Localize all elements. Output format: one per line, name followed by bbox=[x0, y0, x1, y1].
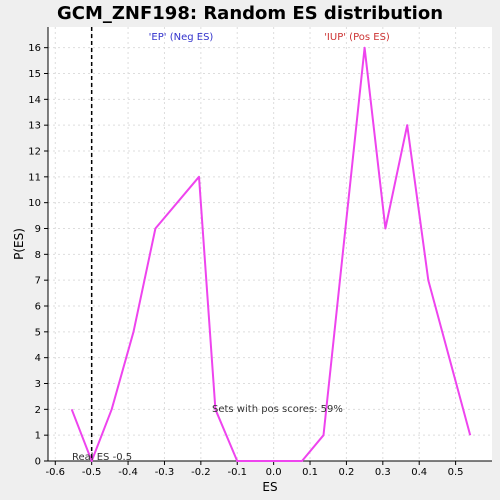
x-tick-label: 0.5 bbox=[448, 467, 464, 478]
x-tick-label: -0.5 bbox=[82, 467, 102, 478]
y-tick-label: 7 bbox=[35, 276, 41, 287]
y-tick-label: 11 bbox=[28, 172, 41, 183]
y-tick-label: 14 bbox=[28, 95, 41, 106]
series-line bbox=[70, 46, 472, 462]
y-tick-label: 12 bbox=[28, 147, 41, 158]
y-tick-label: 0 bbox=[35, 457, 41, 468]
real-es-label: Real ES -0.5 bbox=[72, 452, 132, 463]
neg-es-label: 'EP' (Neg ES) bbox=[149, 32, 214, 43]
y-tick-label: 8 bbox=[35, 250, 41, 261]
x-tick-label: 0.1 bbox=[302, 467, 318, 478]
y-tick-label: 3 bbox=[35, 379, 41, 390]
y-tick-label: 13 bbox=[28, 121, 41, 132]
y-tick-label: 5 bbox=[35, 327, 41, 338]
y-tick-label: 4 bbox=[35, 353, 41, 364]
y-tick-label: 1 bbox=[35, 431, 41, 442]
y-tick-label: 9 bbox=[35, 224, 41, 235]
x-tick-label: -0.2 bbox=[191, 467, 211, 478]
x-tick-label: -0.3 bbox=[155, 467, 175, 478]
y-tick-label: 6 bbox=[35, 302, 41, 313]
x-tick-label: 0.2 bbox=[338, 467, 354, 478]
annotations: 'EP' (Neg ES) 'IUP' (Pos ES) Real ES -0.5 S… bbox=[72, 27, 390, 463]
x-tick-label: 0.4 bbox=[411, 467, 427, 478]
x-tick-label: 0.0 bbox=[266, 467, 282, 478]
x-tick-label: -0.1 bbox=[227, 467, 247, 478]
chart-title: GCM_ZNF198: Random ES distribution bbox=[57, 3, 443, 24]
y-tick-label: 16 bbox=[28, 43, 41, 54]
y-tick-label: 15 bbox=[28, 69, 41, 80]
y-axis-label: P(ES) bbox=[12, 228, 26, 260]
x-tick-label: -0.4 bbox=[118, 467, 138, 478]
series-group bbox=[70, 46, 472, 462]
x-axis-label: ES bbox=[262, 480, 277, 494]
y-tick-label: 10 bbox=[28, 198, 41, 209]
axes: -0.6 -0.5 -0.4 -0.3 -0.2 -0.1 0.0 0.1 0.2 0.3 0.4 0… bbox=[28, 27, 492, 478]
pos-scores-label: Sets with pos scores: 59% bbox=[212, 404, 343, 415]
pos-es-label: 'IUP' (Pos ES) bbox=[324, 32, 390, 43]
x-tick-label: 0.3 bbox=[375, 467, 391, 478]
x-tick-label: -0.6 bbox=[46, 467, 66, 478]
y-tick-label: 2 bbox=[35, 405, 41, 416]
